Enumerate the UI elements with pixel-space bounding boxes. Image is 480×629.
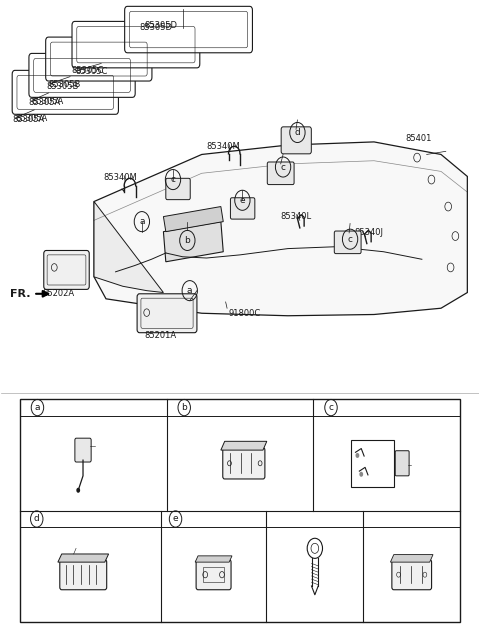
FancyBboxPatch shape — [196, 560, 231, 590]
Polygon shape — [58, 554, 108, 562]
FancyBboxPatch shape — [267, 162, 294, 184]
FancyBboxPatch shape — [44, 250, 89, 289]
Circle shape — [360, 472, 363, 477]
Text: 1243BE: 1243BE — [286, 514, 324, 524]
Bar — [351, 440, 394, 487]
FancyBboxPatch shape — [334, 231, 361, 253]
Text: 85360: 85360 — [409, 462, 434, 471]
Polygon shape — [221, 442, 267, 450]
Text: a: a — [187, 286, 192, 295]
FancyBboxPatch shape — [281, 127, 312, 154]
Text: 92815: 92815 — [208, 403, 239, 413]
Text: 85317A: 85317A — [198, 514, 235, 524]
Polygon shape — [163, 206, 223, 231]
Text: 85305C: 85305C — [72, 67, 104, 75]
Text: 85305A: 85305A — [12, 116, 45, 125]
Text: c: c — [170, 175, 176, 184]
Text: 85202A: 85202A — [43, 289, 75, 298]
Text: 85340M: 85340M — [104, 173, 137, 182]
Text: 85401: 85401 — [405, 134, 432, 143]
FancyBboxPatch shape — [12, 70, 119, 114]
Text: e: e — [240, 196, 245, 205]
Text: 85317B: 85317B — [64, 594, 96, 603]
FancyBboxPatch shape — [75, 438, 91, 462]
Text: a: a — [139, 217, 144, 226]
FancyBboxPatch shape — [46, 37, 152, 81]
Text: 85201A: 85201A — [144, 331, 177, 340]
Text: 85305B: 85305B — [48, 81, 81, 89]
Text: c: c — [281, 162, 286, 172]
Polygon shape — [390, 555, 433, 562]
Circle shape — [76, 487, 80, 493]
Text: 85380C: 85380C — [64, 542, 96, 551]
Text: FR.: FR. — [10, 289, 31, 299]
Text: 85340L: 85340L — [281, 212, 312, 221]
Text: 85340J: 85340J — [355, 228, 384, 237]
Text: 35905: 35905 — [384, 514, 416, 524]
FancyBboxPatch shape — [230, 198, 255, 219]
Polygon shape — [163, 221, 223, 262]
Text: c: c — [348, 235, 353, 243]
FancyBboxPatch shape — [392, 560, 432, 590]
Text: 91800C: 91800C — [228, 309, 260, 318]
Text: 85305B: 85305B — [46, 82, 79, 91]
Bar — [20, 399, 460, 622]
Polygon shape — [94, 201, 163, 292]
FancyBboxPatch shape — [72, 21, 200, 68]
FancyBboxPatch shape — [60, 560, 107, 590]
Text: b: b — [184, 236, 190, 245]
Text: d: d — [295, 128, 300, 137]
Polygon shape — [195, 556, 232, 562]
Text: d: d — [34, 515, 40, 523]
Text: 85305C: 85305C — [75, 67, 107, 76]
FancyBboxPatch shape — [125, 6, 252, 53]
FancyBboxPatch shape — [29, 53, 135, 97]
Text: 85305D: 85305D — [144, 21, 177, 30]
Text: 85305A: 85305A — [28, 99, 60, 108]
FancyBboxPatch shape — [395, 451, 409, 476]
Text: 85399: 85399 — [352, 428, 376, 437]
Text: e: e — [173, 515, 179, 523]
FancyBboxPatch shape — [223, 448, 265, 479]
Bar — [203, 567, 224, 582]
Text: 1229MA: 1229MA — [72, 492, 106, 501]
Text: a: a — [35, 403, 40, 412]
Text: 85730G: 85730G — [352, 490, 382, 499]
Text: 85235: 85235 — [92, 443, 119, 452]
Text: 85305A: 85305A — [32, 97, 64, 106]
Text: c: c — [328, 403, 334, 412]
Polygon shape — [94, 142, 468, 316]
Text: 85305A: 85305A — [15, 114, 48, 123]
FancyBboxPatch shape — [166, 178, 190, 199]
Text: 85399: 85399 — [352, 437, 376, 445]
Text: b: b — [181, 403, 187, 412]
FancyBboxPatch shape — [137, 294, 197, 333]
Text: 85340M: 85340M — [206, 142, 240, 151]
Circle shape — [356, 453, 360, 458]
Text: 85305D: 85305D — [140, 23, 172, 31]
